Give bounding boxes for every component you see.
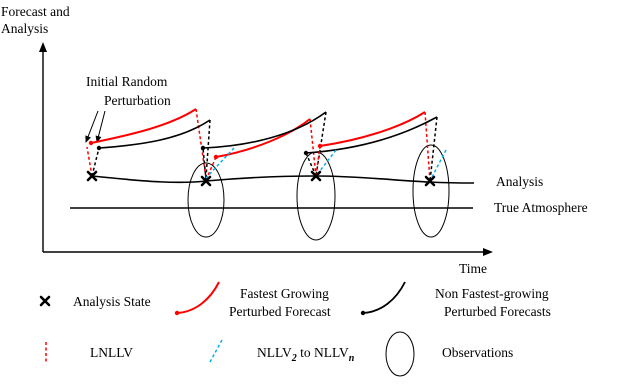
legend-fastest-icon	[176, 281, 220, 314]
nonfastest-forecast-3	[305, 116, 438, 154]
fastest-start-dot-2	[213, 154, 219, 160]
x-axis-label: Time	[459, 261, 487, 276]
annotation-line2: Perturbation	[104, 93, 171, 108]
nonfastest-start-dot-3	[303, 150, 309, 156]
legend-nonfastest-icon	[362, 281, 406, 314]
nonfastest-forecast-1	[98, 119, 211, 149]
analysis-state-marker-2	[200, 175, 212, 187]
nllv-black-1	[205, 119, 211, 179]
nonfastest-start-dot-2	[200, 145, 206, 151]
analysis-state-marker-4	[424, 175, 436, 187]
nonfastest-forecast-2	[202, 111, 327, 149]
legend-fastest-dot	[174, 310, 180, 316]
fastest-start-dot-1	[88, 140, 94, 146]
analysis-label: Analysis	[496, 174, 543, 189]
true-atmosphere-label: True Atmosphere	[494, 200, 588, 215]
analysis-state-marker-1	[86, 170, 98, 182]
fastest-start-dot-3	[317, 143, 323, 149]
annotation-line1: Initial Random	[86, 74, 168, 89]
nllv-blue-4	[429, 149, 447, 182]
legend-observations-label: Observations	[442, 345, 513, 360]
observation-ellipse-2	[296, 151, 336, 241]
legend-fastest-label-line2: Perturbed Forecast	[229, 304, 331, 319]
nonfastest-start-dot-1	[96, 145, 102, 151]
analysis-state-marker-3	[310, 170, 322, 182]
legend-analysis-state-icon	[39, 295, 51, 307]
nllv-blue-2	[205, 147, 235, 179]
initial-pert-red-2	[205, 156, 217, 181]
legend-nonfastest-label-line2: Perturbed Forecasts	[444, 304, 551, 319]
annotation-arrow-2	[95, 110, 106, 143]
initial-pert-black-1	[91, 147, 100, 177]
legend-nonfastest-dot	[360, 310, 366, 316]
analysis-curve	[91, 175, 475, 184]
nllv-black-2	[315, 111, 327, 177]
legend-nllv-label: NLLV2 to NLLVn	[257, 345, 355, 364]
observation-ellipse-3	[412, 144, 450, 238]
lnllv-2	[309, 118, 317, 177]
fastest-forecast-1	[90, 108, 197, 144]
legend-nllv-icon	[209, 339, 223, 363]
fastest-forecast-2	[215, 118, 311, 158]
y-axis-label-line1: Forecast and	[1, 4, 70, 19]
y-axis-label-line2: Analysis	[1, 21, 48, 36]
initial-pert-black-3	[305, 152, 317, 177]
legend-observations-icon	[385, 331, 415, 377]
fastest-forecast-3	[319, 111, 426, 147]
initial-pert-red-1	[86, 146, 93, 177]
legend-analysis-state-label: Analysis State	[73, 294, 151, 309]
annotation-arrow-1	[85, 110, 99, 143]
legend-lnllv-label: LNLLV	[90, 345, 133, 360]
observation-ellipse-1	[187, 162, 225, 238]
nllv-black-3	[429, 116, 438, 182]
lnllv-1	[195, 108, 207, 179]
legend-fastest-label-line1: Fastest Growing	[240, 286, 329, 301]
legend-nonfastest-label-line1: Non Fastest-growing	[435, 286, 549, 301]
